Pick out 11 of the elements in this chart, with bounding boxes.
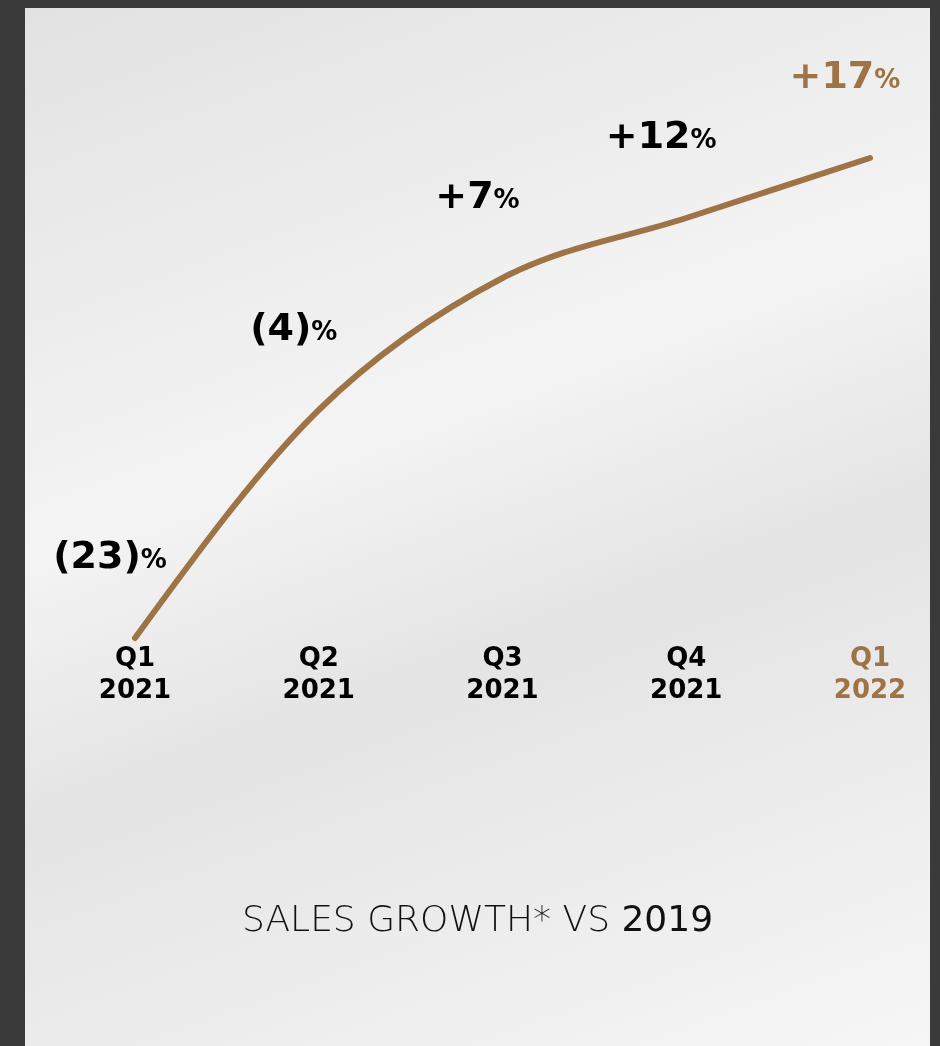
data-label: +12% <box>605 113 717 157</box>
data-label: (4)% <box>250 305 338 349</box>
x-tick-label: Q3 2021 <box>466 642 539 704</box>
data-label: (23)% <box>53 533 167 577</box>
text: SALES GROWTH* VS 2019 <box>240 898 715 939</box>
x-tick-label: Q4 2021 <box>650 642 723 704</box>
x-tick-label: Q1 2022 <box>833 642 907 704</box>
data-label: +7% <box>435 173 520 217</box>
data-label: +17% <box>789 53 901 97</box>
x-tick-label: Q1 2021 <box>98 642 172 704</box>
x-tick-label: Q2 2021 <box>282 642 355 704</box>
